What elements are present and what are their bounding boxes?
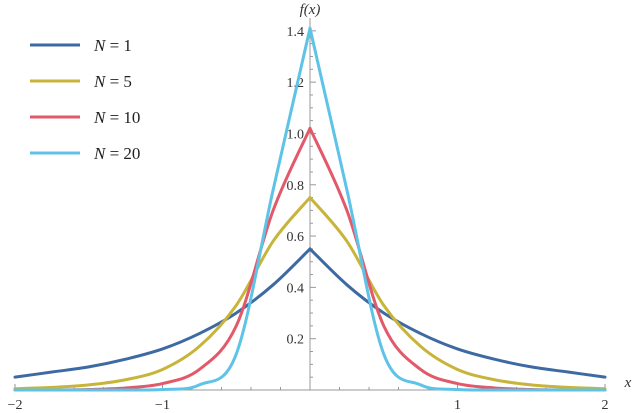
series-line-left	[13, 247, 312, 379]
y-tick-label: 0.2	[287, 333, 305, 348]
x-tick-label: 2	[602, 398, 609, 413]
legend-item: N = 20	[30, 144, 140, 163]
series-line-right	[308, 126, 607, 392]
series-2	[13, 196, 607, 391]
y-axis-label: f(x)	[300, 2, 321, 18]
y-tick-label: 1.0	[287, 127, 305, 142]
plot-area	[13, 26, 607, 392]
x-tick-label: −1	[155, 398, 170, 413]
legend-label: N = 10	[93, 108, 140, 127]
series-line-right	[308, 247, 607, 379]
series-line-left	[13, 126, 312, 392]
series-line-left	[13, 26, 312, 392]
y-tick-label: 0.8	[287, 179, 305, 194]
series-4	[13, 26, 607, 392]
legend: N = 1 N = 5 N = 10 N = 20	[30, 36, 140, 163]
legend-item: N = 5	[30, 72, 132, 91]
series-1	[13, 247, 607, 379]
y-tick-label: 0.4	[287, 281, 305, 296]
legend-label: N = 1	[93, 36, 132, 55]
y-tick-label: 1.4	[287, 25, 305, 40]
legend-item: N = 10	[30, 108, 140, 127]
series-line-left	[13, 196, 312, 391]
legend-label: N = 5	[93, 72, 132, 91]
y-tick-label: 0.6	[287, 230, 305, 245]
series-line-right	[308, 196, 607, 391]
legend-item: N = 1	[30, 36, 132, 55]
series-line-right	[308, 26, 607, 392]
x-tick-label: −2	[8, 398, 23, 413]
x-tick-label: 1	[454, 398, 461, 413]
legend-label: N = 20	[93, 144, 140, 163]
x-axis-label: x	[624, 375, 632, 391]
